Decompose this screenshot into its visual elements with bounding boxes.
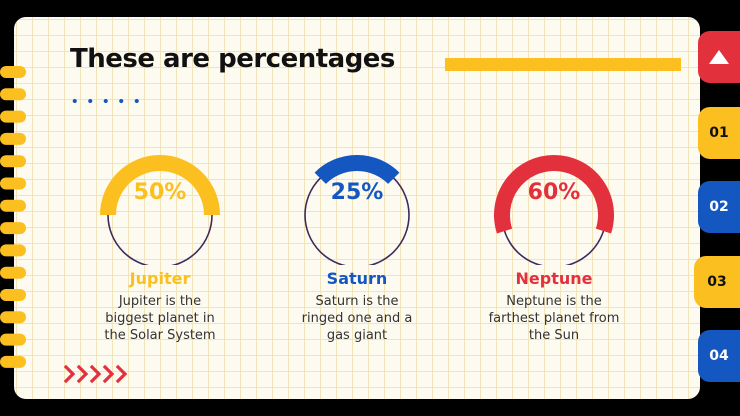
desc-line: Neptune is the	[506, 294, 602, 309]
spiral-ring	[0, 289, 26, 301]
stat-description: Jupiter is the biggest planet in the Sol…	[80, 293, 240, 344]
percent-ring	[494, 155, 614, 265]
spiral-ring	[0, 355, 26, 368]
chevron-right-icon	[76, 364, 89, 384]
chevron-right-icon	[89, 364, 102, 384]
spiral-ring	[0, 266, 26, 279]
stat-name: Jupiter	[129, 269, 191, 288]
desc-line: gas giant	[326, 328, 388, 343]
notebook-spiral	[0, 66, 26, 368]
spiral-ring	[0, 88, 26, 101]
tab-02[interactable]: 02	[698, 181, 740, 233]
percent-value: 60%	[527, 180, 581, 205]
chevron-right-icon	[115, 364, 128, 384]
spiral-ring	[0, 132, 26, 145]
stat-name: Neptune	[515, 269, 593, 288]
desc-line: ringed one and a	[301, 311, 413, 326]
dot-grid-decoration	[67, 94, 142, 112]
chevrons-decoration	[64, 364, 128, 384]
spiral-ring	[0, 311, 26, 324]
chevron-right-icon	[64, 364, 76, 384]
tab-04[interactable]: 04	[698, 330, 740, 382]
desc-line: Saturn is the	[315, 294, 399, 309]
percent-ring	[100, 155, 220, 265]
slide-page: These are percentages 50% Jupiter Jupite…	[14, 17, 700, 399]
spiral-ring	[0, 155, 26, 168]
tab-03[interactable]: 03	[694, 256, 740, 308]
spiral-ring	[0, 333, 26, 346]
desc-line: Jupiter is the	[118, 294, 202, 309]
percent-value: 50%	[133, 180, 187, 205]
spiral-ring	[0, 199, 26, 212]
tab-home[interactable]	[698, 31, 740, 83]
spiral-ring	[0, 222, 26, 235]
percent-ring	[304, 155, 410, 265]
desc-line: farthest planet from	[488, 311, 620, 326]
desc-line: the Sun	[528, 328, 580, 343]
spiral-ring	[0, 177, 26, 190]
percent-value: 25%	[330, 180, 384, 205]
desc-line: the Solar System	[104, 328, 216, 343]
desc-line: biggest planet in	[105, 311, 215, 326]
stat-name: Saturn	[326, 269, 388, 288]
stat-description: Saturn is the ringed one and a gas giant	[277, 293, 437, 344]
chevron-right-icon	[102, 364, 115, 384]
page-title: These are percentages	[70, 44, 395, 74]
stat-description: Neptune is the farthest planet from the …	[474, 293, 634, 344]
title-underline-bar	[445, 58, 681, 71]
tab-01[interactable]: 01	[698, 107, 740, 159]
spiral-ring	[0, 244, 26, 257]
spiral-ring	[0, 110, 26, 123]
spiral-ring	[0, 66, 26, 78]
triangle-up-icon	[709, 50, 729, 64]
